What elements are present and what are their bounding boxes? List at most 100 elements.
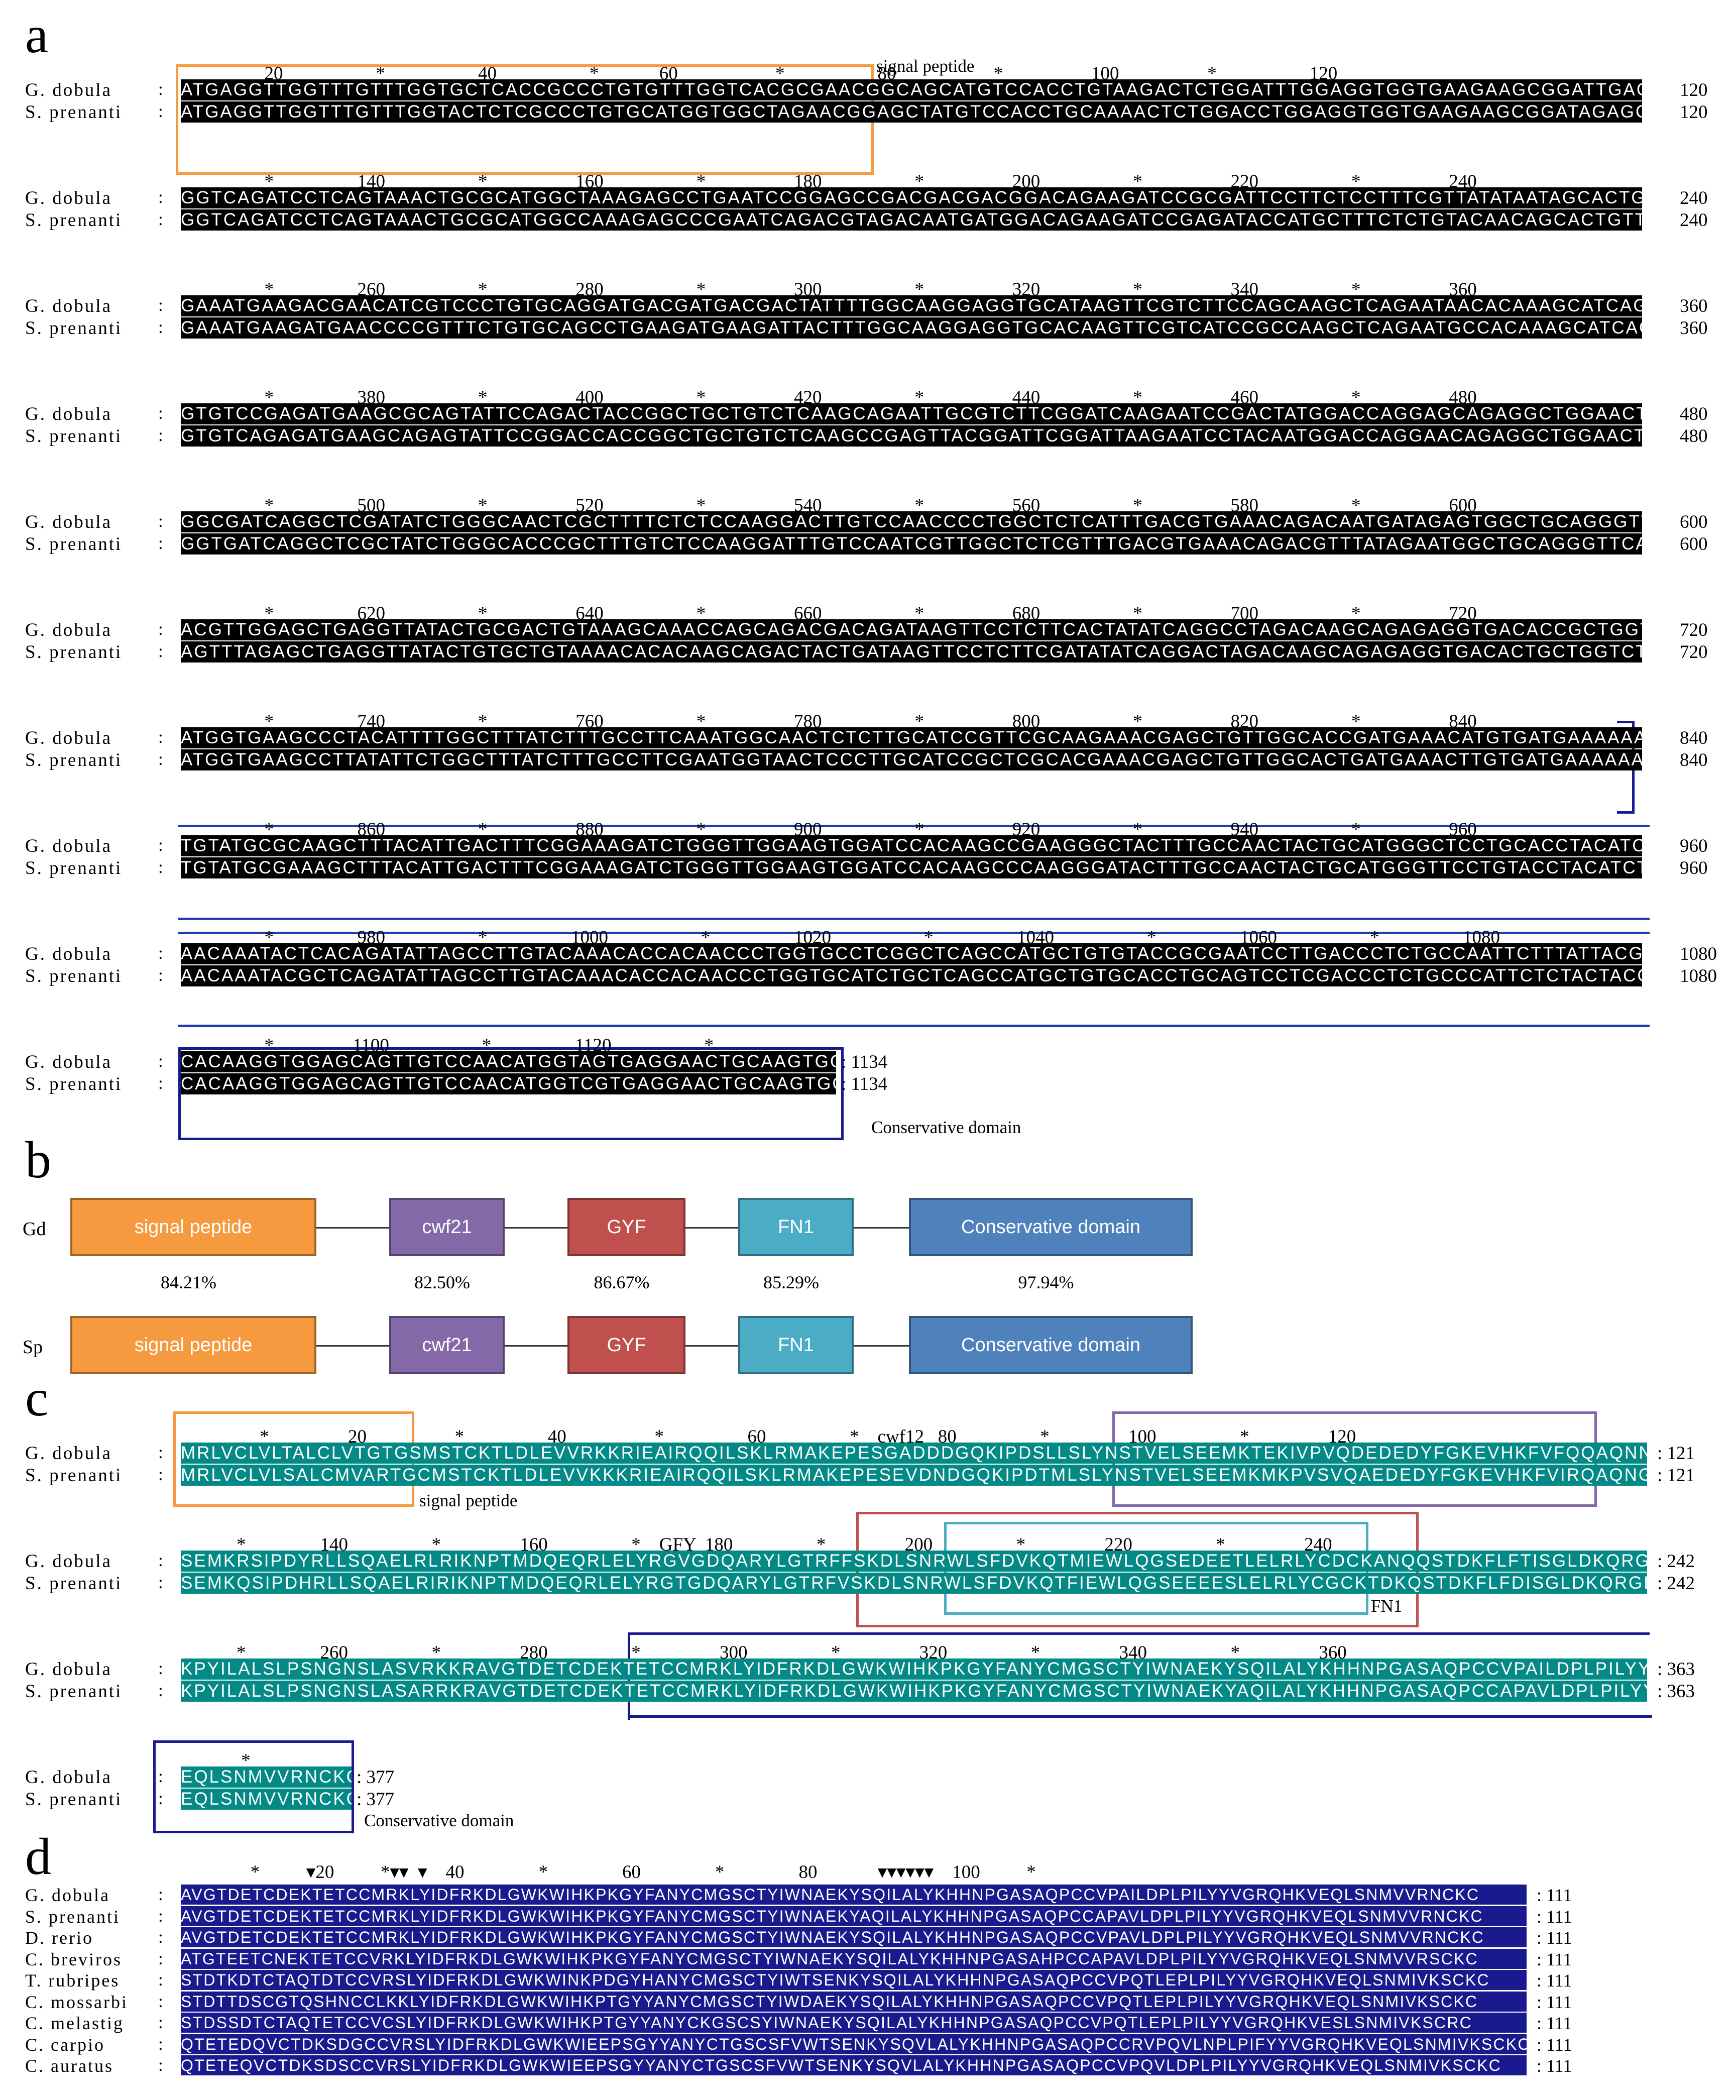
end-number-a: 960 <box>1680 858 1708 878</box>
colon-d: : <box>158 1991 163 2011</box>
colon-a: : <box>158 209 163 229</box>
species-name-c: S. prenanti <box>25 1681 123 1702</box>
conservative-domain-label-a: Conservative domain <box>871 1118 1021 1137</box>
species-name-d: C. mossarbi <box>25 1992 129 2012</box>
end-number-d: : 111 <box>1537 1970 1572 1991</box>
species-name-a: G. dobula <box>25 296 112 316</box>
end-number-a: 840 <box>1680 728 1708 748</box>
sequence-d: QTETEQVCTDKSDSCCVRSLYIDFRKDLGWKWIEEPSGYY… <box>181 2055 1527 2075</box>
end-number-c: : 242 <box>1657 1551 1695 1572</box>
fn1-label-c: FN1 <box>1371 1596 1403 1616</box>
species-name-a: S. prenanti <box>25 750 123 770</box>
sequence-a: GGTGATCAGGCTCGCTATCTGGGCACCCGCTTTGTCTCCA… <box>181 533 1642 555</box>
end-number-c: : 363 <box>1657 1681 1695 1702</box>
conservative-line-3 <box>178 932 1650 934</box>
domain-link <box>854 1345 909 1347</box>
end-number-d: : 111 <box>1537 2013 1572 2033</box>
end-number-c: : 121 <box>1657 1465 1695 1486</box>
species-name-c: G. dobula <box>25 1767 112 1788</box>
species-name-d: C. melastig <box>25 2013 124 2033</box>
colon-a: : <box>158 101 163 121</box>
colon-a: : <box>158 403 163 423</box>
species-name-d: C. auratus <box>25 2056 113 2076</box>
species-name-d: C. carpio <box>25 2034 105 2055</box>
ruler-d: * ▾20 *▾▾ ▾ 40 * 60 * 80 ▾▾▾▾▾▾ 100 * <box>181 1862 1036 1883</box>
sequence-d: AVGTDETCDEKTETCCMRKLYIDFRKDLGWKWIHKPKGYF… <box>181 1927 1527 1947</box>
domain-link <box>685 1345 738 1347</box>
colon-a: : <box>158 641 163 661</box>
species-name-a: G. dobula <box>25 1052 112 1072</box>
domain-link <box>316 1345 389 1347</box>
end-number-a: 960 <box>1680 836 1708 856</box>
sequence-c: KPYILALSLPSNGNSLASVRKKRAVGTDETCDEKTETCCM… <box>181 1659 1647 1680</box>
end-number-d: : 111 <box>1537 2056 1572 2076</box>
sequence-c: EQLSNMVVRNCKCS <box>181 1789 352 1810</box>
species-name-c: S. prenanti <box>25 1465 123 1486</box>
colon-c: : <box>158 1789 163 1808</box>
sequence-a: GTGTCCGAGATGAAGCGCAGTATTCCAGACTACCGGCTGC… <box>181 403 1642 424</box>
sequence-d: QTETEDQVCTDKSDGCCVRSLYIDFRKDLGWKWIEEPSGY… <box>181 2034 1527 2054</box>
sequence-a: ACGTTGGAGCTGAGGTTATACTGCGACTGTAAAGCAAACC… <box>181 619 1642 640</box>
colon-a: : <box>158 857 163 877</box>
end-number-a: 720 <box>1680 620 1708 640</box>
species-name-a: S. prenanti <box>25 642 123 662</box>
end-number-c: : 121 <box>1657 1443 1695 1464</box>
sequence-c: MRLVCLVLSALCMVARTGCMSTCKTLDLEVVKKKRIEAIR… <box>181 1465 1647 1486</box>
colon-a: : <box>158 79 163 99</box>
colon-c: : <box>158 1573 163 1592</box>
sequence-d: STDTKDTCTAQTDTCCVRSLYIDFRKDLGWKWINKPDGYH… <box>181 1970 1527 1990</box>
sequence-a: AACAAATACGCTCAGATATTAGCCTTGTACAAACACCACA… <box>181 965 1642 986</box>
domain-signal-peptide: signal peptide <box>70 1316 316 1374</box>
colon-a: : <box>158 749 163 769</box>
end-number-a: 360 <box>1680 296 1708 316</box>
domain-gyf: GYF <box>567 1198 685 1256</box>
colon-a: : <box>158 425 163 445</box>
species-name-d: S. prenanti <box>25 1906 120 1927</box>
sequence-a: GGTCAGATCCTCAGTAAACTGCGCATGGCCAAAGAGCCCG… <box>181 209 1642 231</box>
end-number-a: 1080 <box>1680 944 1717 964</box>
conservative-line-1 <box>178 825 1650 827</box>
end-number-c: : 377 <box>357 1767 395 1788</box>
panel-letter-b: b <box>25 1131 51 1189</box>
end-number-a: 240 <box>1680 210 1708 231</box>
species-label-b: Sp <box>23 1337 43 1358</box>
colon-d: : <box>158 1885 163 1904</box>
species-name-a: S. prenanti <box>25 1074 123 1094</box>
colon-a: : <box>158 835 163 855</box>
sequence-d: STDSSDTCTAQTETCCVCSLYIDFRKDLGWKWIHKPTGYY… <box>181 2013 1527 2033</box>
sequence-a: ATGGTGAAGCCCTACATTTTGGCTTTATCTTTGCCTTCAA… <box>181 727 1642 748</box>
domain-link <box>316 1227 389 1229</box>
colon-a: : <box>158 533 163 553</box>
sequence-a: AGTTTAGAGCTGAGGTTATACTGTGCTGTAAAACACACAA… <box>181 641 1642 662</box>
colon-a: : <box>158 511 163 531</box>
end-number-c: : 377 <box>357 1789 395 1810</box>
identity-percent: 86.67% <box>594 1272 650 1292</box>
sequence-a: ATGAGGTTGGTTTGTTTGGTACTCTCGCCCTGTGCATGGT… <box>181 101 1642 123</box>
colon-d: : <box>158 1927 163 1947</box>
end-number-a: 600 <box>1680 512 1708 532</box>
species-name-a: G. dobula <box>25 836 112 856</box>
species-name-a: S. prenanti <box>25 426 123 447</box>
species-name-a: S. prenanti <box>25 210 123 231</box>
species-name-a: S. prenanti <box>25 102 123 123</box>
sequence-d: STDTTDSCGTQSHNCCLKKLYIDFRKDLGWKWIHKPTGYY… <box>181 1991 1527 2012</box>
sequence-d: AVGTDETCDEKTETCCMRKLYIDFRKDLGWKWIHKPKGYF… <box>181 1885 1527 1905</box>
sequence-d: AVGTDETCDEKTETCCMRKLYIDFRKDLGWKWIHKPKGYF… <box>181 1906 1527 1926</box>
sequence-a: GGTCAGATCCTCAGTAAACTGCGCATGGCTAAAGAGCCTG… <box>181 187 1642 208</box>
identity-percent: 82.50% <box>414 1272 470 1292</box>
end-number-c: : 363 <box>1657 1659 1695 1680</box>
species-name-a: S. prenanti <box>25 858 123 878</box>
end-number-a: 1080 <box>1680 966 1717 986</box>
signal-peptide-label-c: signal peptide <box>419 1491 518 1510</box>
sequence-a: GGCGATCAGGCTCGATATCTGGGCAACTCGCTTTTCTCTC… <box>181 511 1642 532</box>
domain-link <box>685 1227 738 1229</box>
end-number-a: 840 <box>1680 750 1708 770</box>
end-number-a: 600 <box>1680 534 1708 555</box>
panel-letter-c: c <box>25 1369 49 1427</box>
colon-a: : <box>158 965 163 985</box>
species-name-a: G. dobula <box>25 188 112 208</box>
sequence-c: KPYILALSLPSNGNSLASARRKRAVGTDETCDEKTETCCM… <box>181 1681 1647 1702</box>
species-name-d: D. rerio <box>25 1928 93 1948</box>
colon-c: : <box>158 1465 163 1484</box>
panel-letter-d: d <box>25 1828 51 1886</box>
